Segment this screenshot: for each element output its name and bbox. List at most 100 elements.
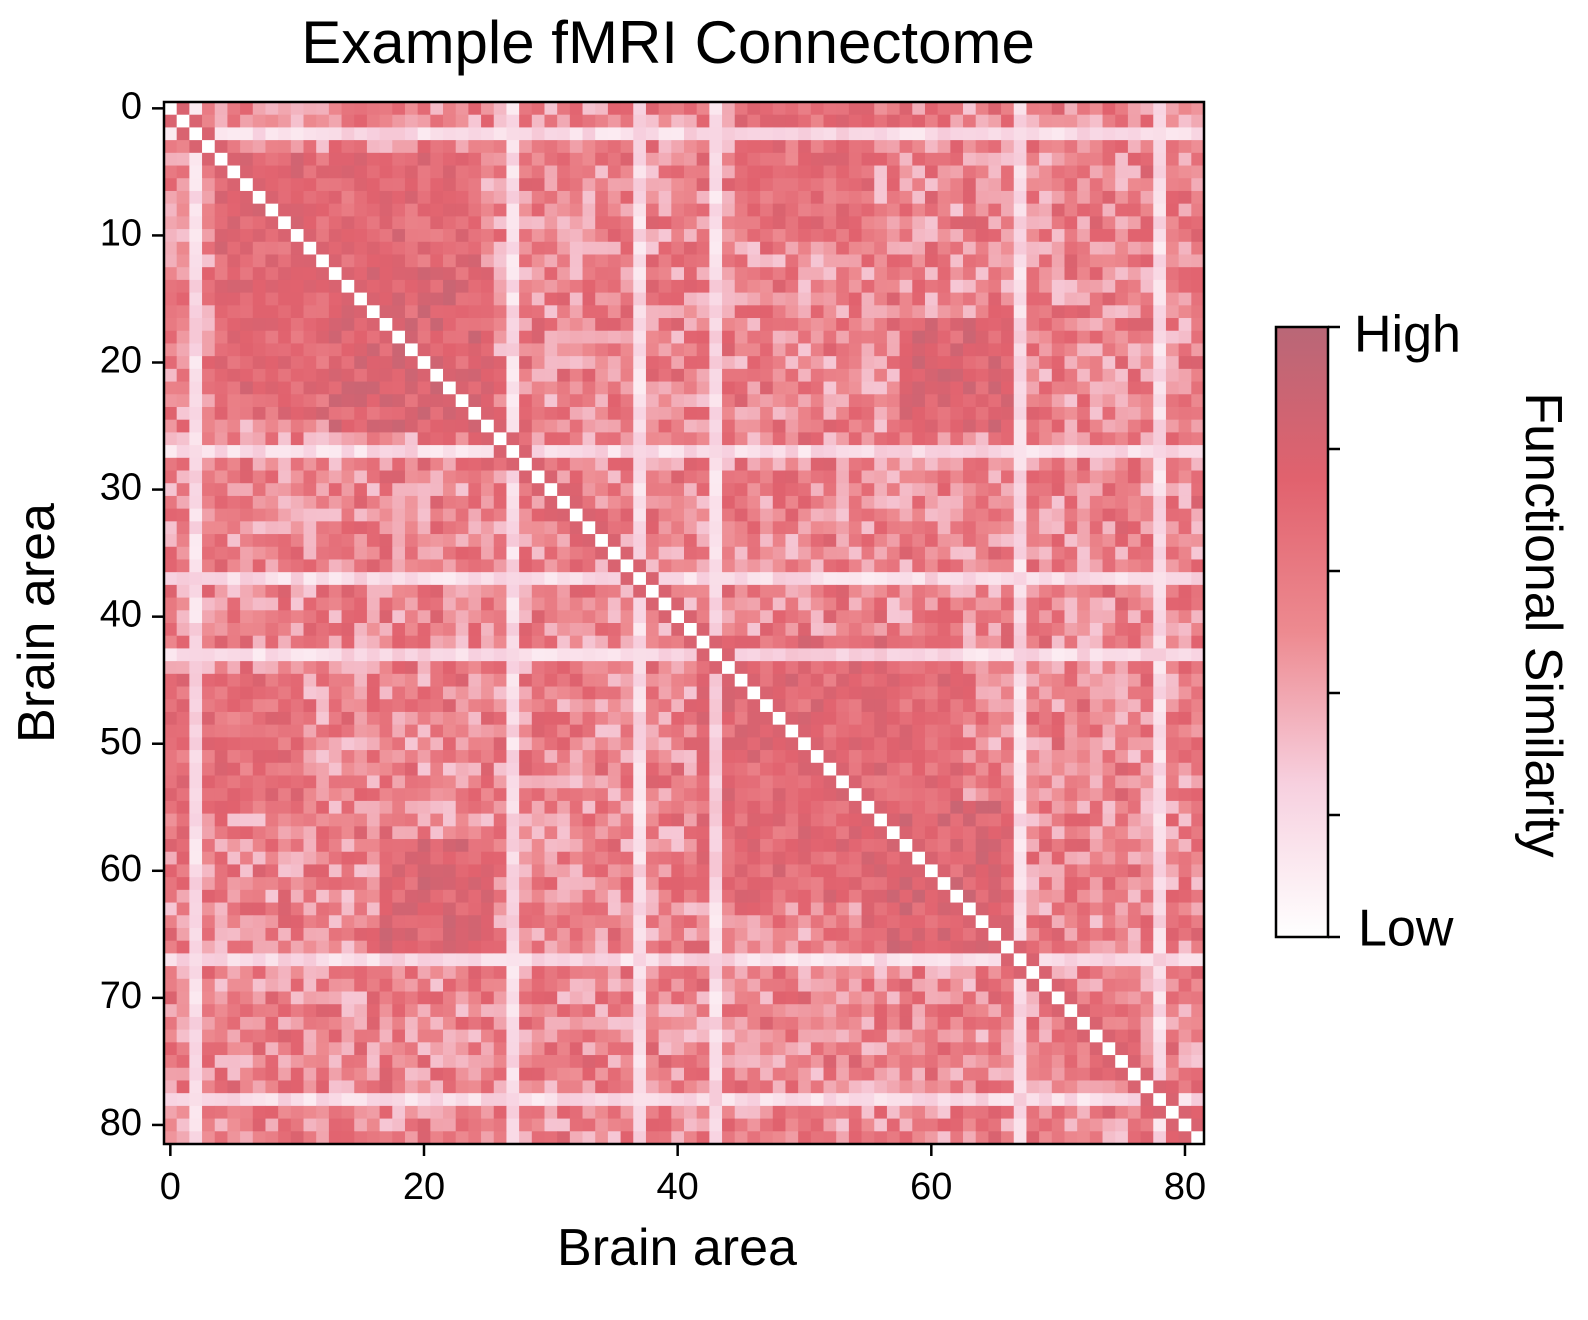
heatmap-cell — [481, 190, 495, 205]
heatmap-cell — [1127, 241, 1141, 255]
heatmap-cell — [1077, 190, 1091, 205]
heatmap-cell — [290, 483, 304, 497]
heatmap-cell — [1102, 368, 1116, 382]
heatmap-cell — [645, 305, 660, 319]
heatmap-cell — [227, 839, 241, 853]
heatmap-cell — [252, 597, 266, 611]
heatmap-cell — [557, 165, 571, 179]
heatmap-cell — [747, 114, 761, 128]
heatmap-cell — [582, 216, 596, 230]
heatmap-cell — [734, 648, 748, 662]
heatmap-cell — [684, 190, 698, 205]
heatmap-cell — [963, 686, 977, 700]
heatmap-cell — [595, 140, 609, 154]
heatmap-cell — [1153, 190, 1167, 205]
heatmap-cell — [772, 737, 786, 751]
heatmap-cell — [798, 406, 812, 421]
heatmap-cell — [1115, 711, 1129, 726]
heatmap-cell — [202, 597, 216, 611]
heatmap-cell — [582, 584, 596, 598]
heatmap-cell — [316, 699, 330, 713]
heatmap-cell — [963, 648, 977, 662]
heatmap-cell — [1013, 368, 1027, 382]
heatmap-cell — [595, 737, 609, 751]
heatmap-cell — [988, 839, 1002, 853]
heatmap-cell — [202, 318, 216, 332]
heatmap-cell — [772, 648, 786, 662]
heatmap-cell — [189, 800, 203, 815]
heatmap-cell — [557, 267, 571, 281]
heatmap-cell — [747, 699, 761, 713]
heatmap-cell — [392, 330, 406, 344]
heatmap-cell — [924, 394, 939, 408]
heatmap-cell — [252, 406, 266, 421]
heatmap-cell — [924, 826, 939, 840]
heatmap-cell — [481, 686, 495, 700]
heatmap-cell — [328, 394, 342, 408]
heatmap-cell — [1026, 623, 1040, 637]
heatmap-cell — [1039, 381, 1053, 395]
heatmap-cell — [924, 406, 939, 421]
heatmap-cell — [810, 623, 824, 637]
heatmap-cell — [455, 432, 469, 446]
heatmap-cell — [886, 241, 901, 255]
heatmap-cell — [1089, 813, 1103, 827]
heatmap-cell — [290, 394, 304, 408]
heatmap-cell — [747, 394, 761, 408]
heatmap-cell — [709, 737, 723, 751]
heatmap-cell — [912, 800, 926, 815]
heatmap-cell — [848, 635, 862, 649]
heatmap-cell — [633, 597, 647, 611]
heatmap-cell — [240, 229, 254, 243]
heatmap-cell — [240, 267, 254, 281]
heatmap-cell — [1001, 445, 1015, 459]
heatmap-cell — [836, 356, 850, 370]
heatmap-cell — [772, 623, 786, 637]
heatmap-cell — [278, 190, 292, 205]
heatmap-cell — [1064, 572, 1078, 586]
heatmap-cell — [899, 241, 913, 255]
heatmap-cell — [899, 140, 913, 154]
heatmap-cell — [975, 610, 989, 624]
heatmap-cell — [303, 343, 317, 357]
heatmap-cell — [468, 661, 482, 675]
heatmap-cell — [176, 394, 190, 408]
heatmap-cell — [379, 241, 393, 255]
heatmap-cell — [1001, 800, 1015, 815]
heatmap-cell — [912, 762, 926, 776]
heatmap-cell — [595, 165, 609, 179]
heatmap-cell — [366, 241, 381, 255]
heatmap-cell — [696, 203, 710, 217]
heatmap-cell — [189, 305, 203, 319]
heatmap-cell — [544, 318, 558, 332]
heatmap-cell — [316, 597, 330, 611]
heatmap-cell — [810, 368, 824, 382]
heatmap-cell — [760, 406, 774, 421]
heatmap-cell — [924, 229, 939, 243]
heatmap-cell — [252, 394, 266, 408]
heatmap-cell — [1039, 661, 1053, 675]
heatmap-cell — [1178, 381, 1192, 395]
heatmap-cell — [861, 190, 875, 205]
heatmap-cell — [950, 267, 964, 281]
heatmap-cell — [1102, 165, 1116, 179]
heatmap-cell — [861, 851, 875, 865]
heatmap-cell — [772, 470, 786, 484]
heatmap-cell — [899, 724, 913, 738]
heatmap-cell — [760, 534, 774, 548]
heatmap-cell — [278, 292, 292, 306]
heatmap-cell — [722, 584, 736, 598]
heatmap-cell — [303, 445, 317, 459]
heatmap-cell — [1051, 381, 1065, 395]
heatmap-cell — [684, 762, 698, 776]
heatmap-cell — [899, 584, 913, 598]
heatmap-cell — [164, 241, 178, 255]
heatmap-cell — [493, 495, 507, 510]
heatmap-cell — [468, 711, 482, 726]
heatmap-cell — [912, 330, 926, 344]
heatmap-cell — [1089, 432, 1103, 446]
heatmap-cell — [963, 178, 977, 192]
heatmap-cell — [658, 851, 672, 865]
heatmap-cell — [404, 279, 419, 294]
